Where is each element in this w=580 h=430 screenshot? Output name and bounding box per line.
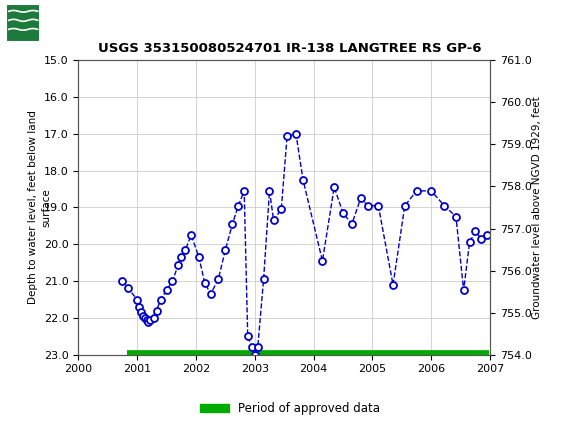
Y-axis label: Depth to water level, feet below land
surface: Depth to water level, feet below land su… <box>28 111 51 304</box>
FancyBboxPatch shape <box>7 4 39 41</box>
Text: USGS: USGS <box>44 14 99 31</box>
Text: USGS 353150080524701 IR-138 LANGTREE RS GP-6: USGS 353150080524701 IR-138 LANGTREE RS … <box>98 42 482 55</box>
Y-axis label: Groundwater level above NGVD 1929, feet: Groundwater level above NGVD 1929, feet <box>532 96 542 319</box>
Legend: Period of approved data: Period of approved data <box>195 397 385 420</box>
